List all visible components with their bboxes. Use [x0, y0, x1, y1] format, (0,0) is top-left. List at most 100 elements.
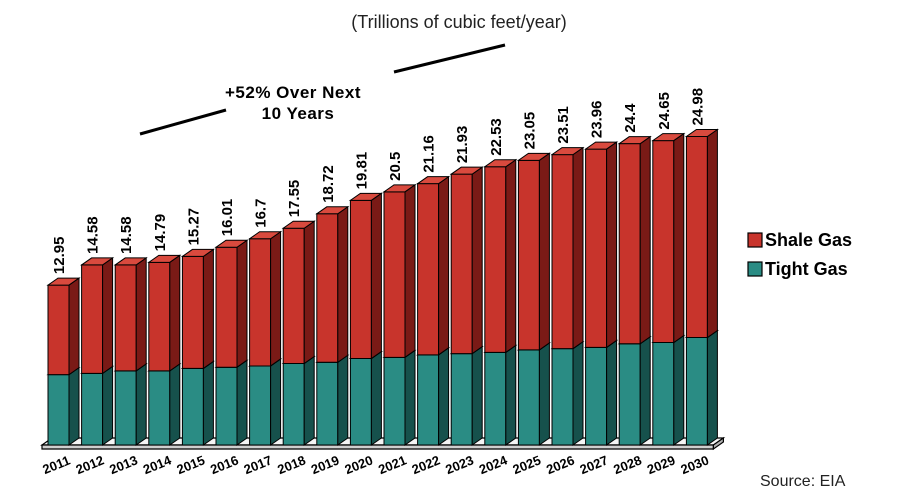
value-label-2020: 19.81 — [353, 152, 370, 190]
chart-subtitle: (Trillions of cubic feet/year) — [351, 12, 566, 32]
bar-2027-shale-top — [584, 141, 619, 150]
trend-annotation-line1: +52% Over Next — [225, 83, 361, 102]
bar-2021 — [382, 183, 417, 446]
bar-2021-shale-front — [383, 191, 406, 358]
bar-2014-shale-front — [148, 261, 171, 372]
value-label-2012: 14.58 — [85, 216, 102, 254]
bar-2028 — [617, 135, 652, 446]
bar-2021-shale-top — [382, 184, 417, 193]
x-tick-2019: 2019 — [309, 452, 341, 477]
bar-2016-tight-side — [236, 359, 248, 446]
bar-2030-shale-top — [684, 128, 719, 137]
source-note: Source: EIA — [760, 473, 846, 490]
legend-label-shale: Shale Gas — [765, 230, 852, 250]
x-tick-2017: 2017 — [242, 452, 274, 477]
bar-2012-tight-side — [102, 365, 114, 446]
value-label-2022: 21.16 — [421, 135, 438, 173]
bar-2019-shale-side — [337, 205, 349, 364]
value-label-2028: 24.4 — [622, 103, 639, 133]
value-label-2023: 21.93 — [454, 126, 471, 164]
value-label-2024: 22.53 — [488, 118, 505, 156]
bar-2015-shale-side — [202, 248, 214, 370]
value-label-2015: 15.27 — [185, 208, 202, 246]
bar-2017-shale-side — [270, 230, 282, 367]
bar-2014 — [147, 254, 182, 446]
bar-2024-tight-side — [505, 344, 517, 446]
bar-2022 — [416, 175, 451, 446]
bar-2022-shale-side — [438, 175, 450, 356]
x-tick-2030: 2030 — [678, 452, 710, 477]
bar-2025-tight-front — [517, 349, 540, 446]
value-label-2029: 24.65 — [656, 92, 673, 130]
bar-2025-shale-top — [516, 152, 551, 161]
value-label-2014: 14.79 — [152, 214, 169, 252]
bar-2028-tight-side — [639, 335, 651, 446]
bar-2025-shale-side — [538, 152, 550, 351]
bar-2029-tight-front — [652, 341, 675, 446]
bar-2024-shale-top — [483, 159, 518, 168]
bar-2023-tight-front — [450, 353, 473, 446]
bar-2029-shale-side — [673, 132, 685, 344]
value-label-2027: 23.96 — [589, 101, 606, 139]
bar-2018 — [281, 220, 316, 446]
bar-2011-shale-top — [46, 277, 81, 286]
bar-2026 — [550, 146, 585, 446]
x-tick-2029: 2029 — [645, 452, 677, 477]
bar-2011-shale-front — [47, 284, 70, 376]
bar-2013-shale-side — [135, 256, 147, 372]
bar-2023-shale-side — [471, 166, 483, 355]
bar-2024-tight-front — [484, 351, 507, 446]
bar-2014-tight-front — [148, 370, 171, 446]
x-tick-2013: 2013 — [107, 452, 139, 477]
bar-2030-shale-side — [706, 128, 718, 339]
legend-swatch-shale — [747, 232, 763, 248]
x-tick-2025: 2025 — [510, 452, 542, 477]
bar-2018-shale-top — [281, 220, 316, 229]
bar-2020-tight-side — [370, 350, 382, 446]
bar-2016-shale-front — [215, 246, 238, 368]
bar-2014-shale-top — [147, 254, 182, 263]
bar-2022-tight-side — [438, 346, 450, 446]
bar-2023 — [449, 166, 484, 446]
bar-2020-shale-front — [349, 199, 372, 360]
value-label-2026: 23.51 — [555, 106, 572, 144]
bar-2022-shale-front — [417, 183, 440, 356]
bar-2029-shale-front — [652, 140, 675, 343]
x-tick-2026: 2026 — [544, 452, 576, 477]
bar-2012 — [80, 256, 115, 446]
x-tick-2021: 2021 — [376, 452, 408, 477]
bar-2025-tight-side — [538, 341, 550, 446]
value-label-2011: 12.95 — [51, 237, 68, 275]
bar-2020-tight-front — [349, 358, 372, 446]
bar-2026-shale-front — [551, 154, 574, 350]
bar-2011-shale-side — [68, 277, 80, 376]
value-label-2021: 20.5 — [387, 152, 404, 181]
bar-2015-shale-front — [181, 255, 204, 369]
bar-2030-tight-side — [706, 329, 718, 446]
bar-2026-shale-top — [550, 147, 585, 156]
bar-2026-shale-side — [572, 146, 584, 350]
bar-2014-shale-side — [169, 254, 181, 372]
bar-2013-shale-front — [114, 264, 137, 372]
bar-2028-tight-front — [618, 343, 641, 446]
bar-2018-shale-front — [282, 227, 305, 364]
bar-2026-tight-front — [551, 348, 574, 446]
bar-2011-tight-side — [68, 366, 80, 446]
bar-2017-shale-top — [248, 231, 283, 240]
bar-2017 — [248, 230, 283, 446]
bar-2021-tight-front — [383, 356, 406, 446]
value-label-2018: 17.55 — [286, 180, 303, 218]
bar-2024-shale-front — [484, 166, 507, 353]
bar-2029 — [651, 132, 686, 446]
bar-2027-shale-front — [585, 148, 608, 348]
x-tick-2024: 2024 — [477, 452, 510, 477]
x-tick-2028: 2028 — [611, 452, 643, 477]
bar-2029-tight-side — [673, 334, 685, 446]
x-tick-2016: 2016 — [208, 452, 240, 477]
bar-2023-shale-top — [449, 166, 484, 175]
x-tick-2023: 2023 — [443, 452, 475, 477]
bar-2013 — [113, 256, 148, 446]
trend-annotation-line2: 10 Years — [262, 104, 335, 123]
bar-2011-tight-front — [47, 374, 70, 446]
